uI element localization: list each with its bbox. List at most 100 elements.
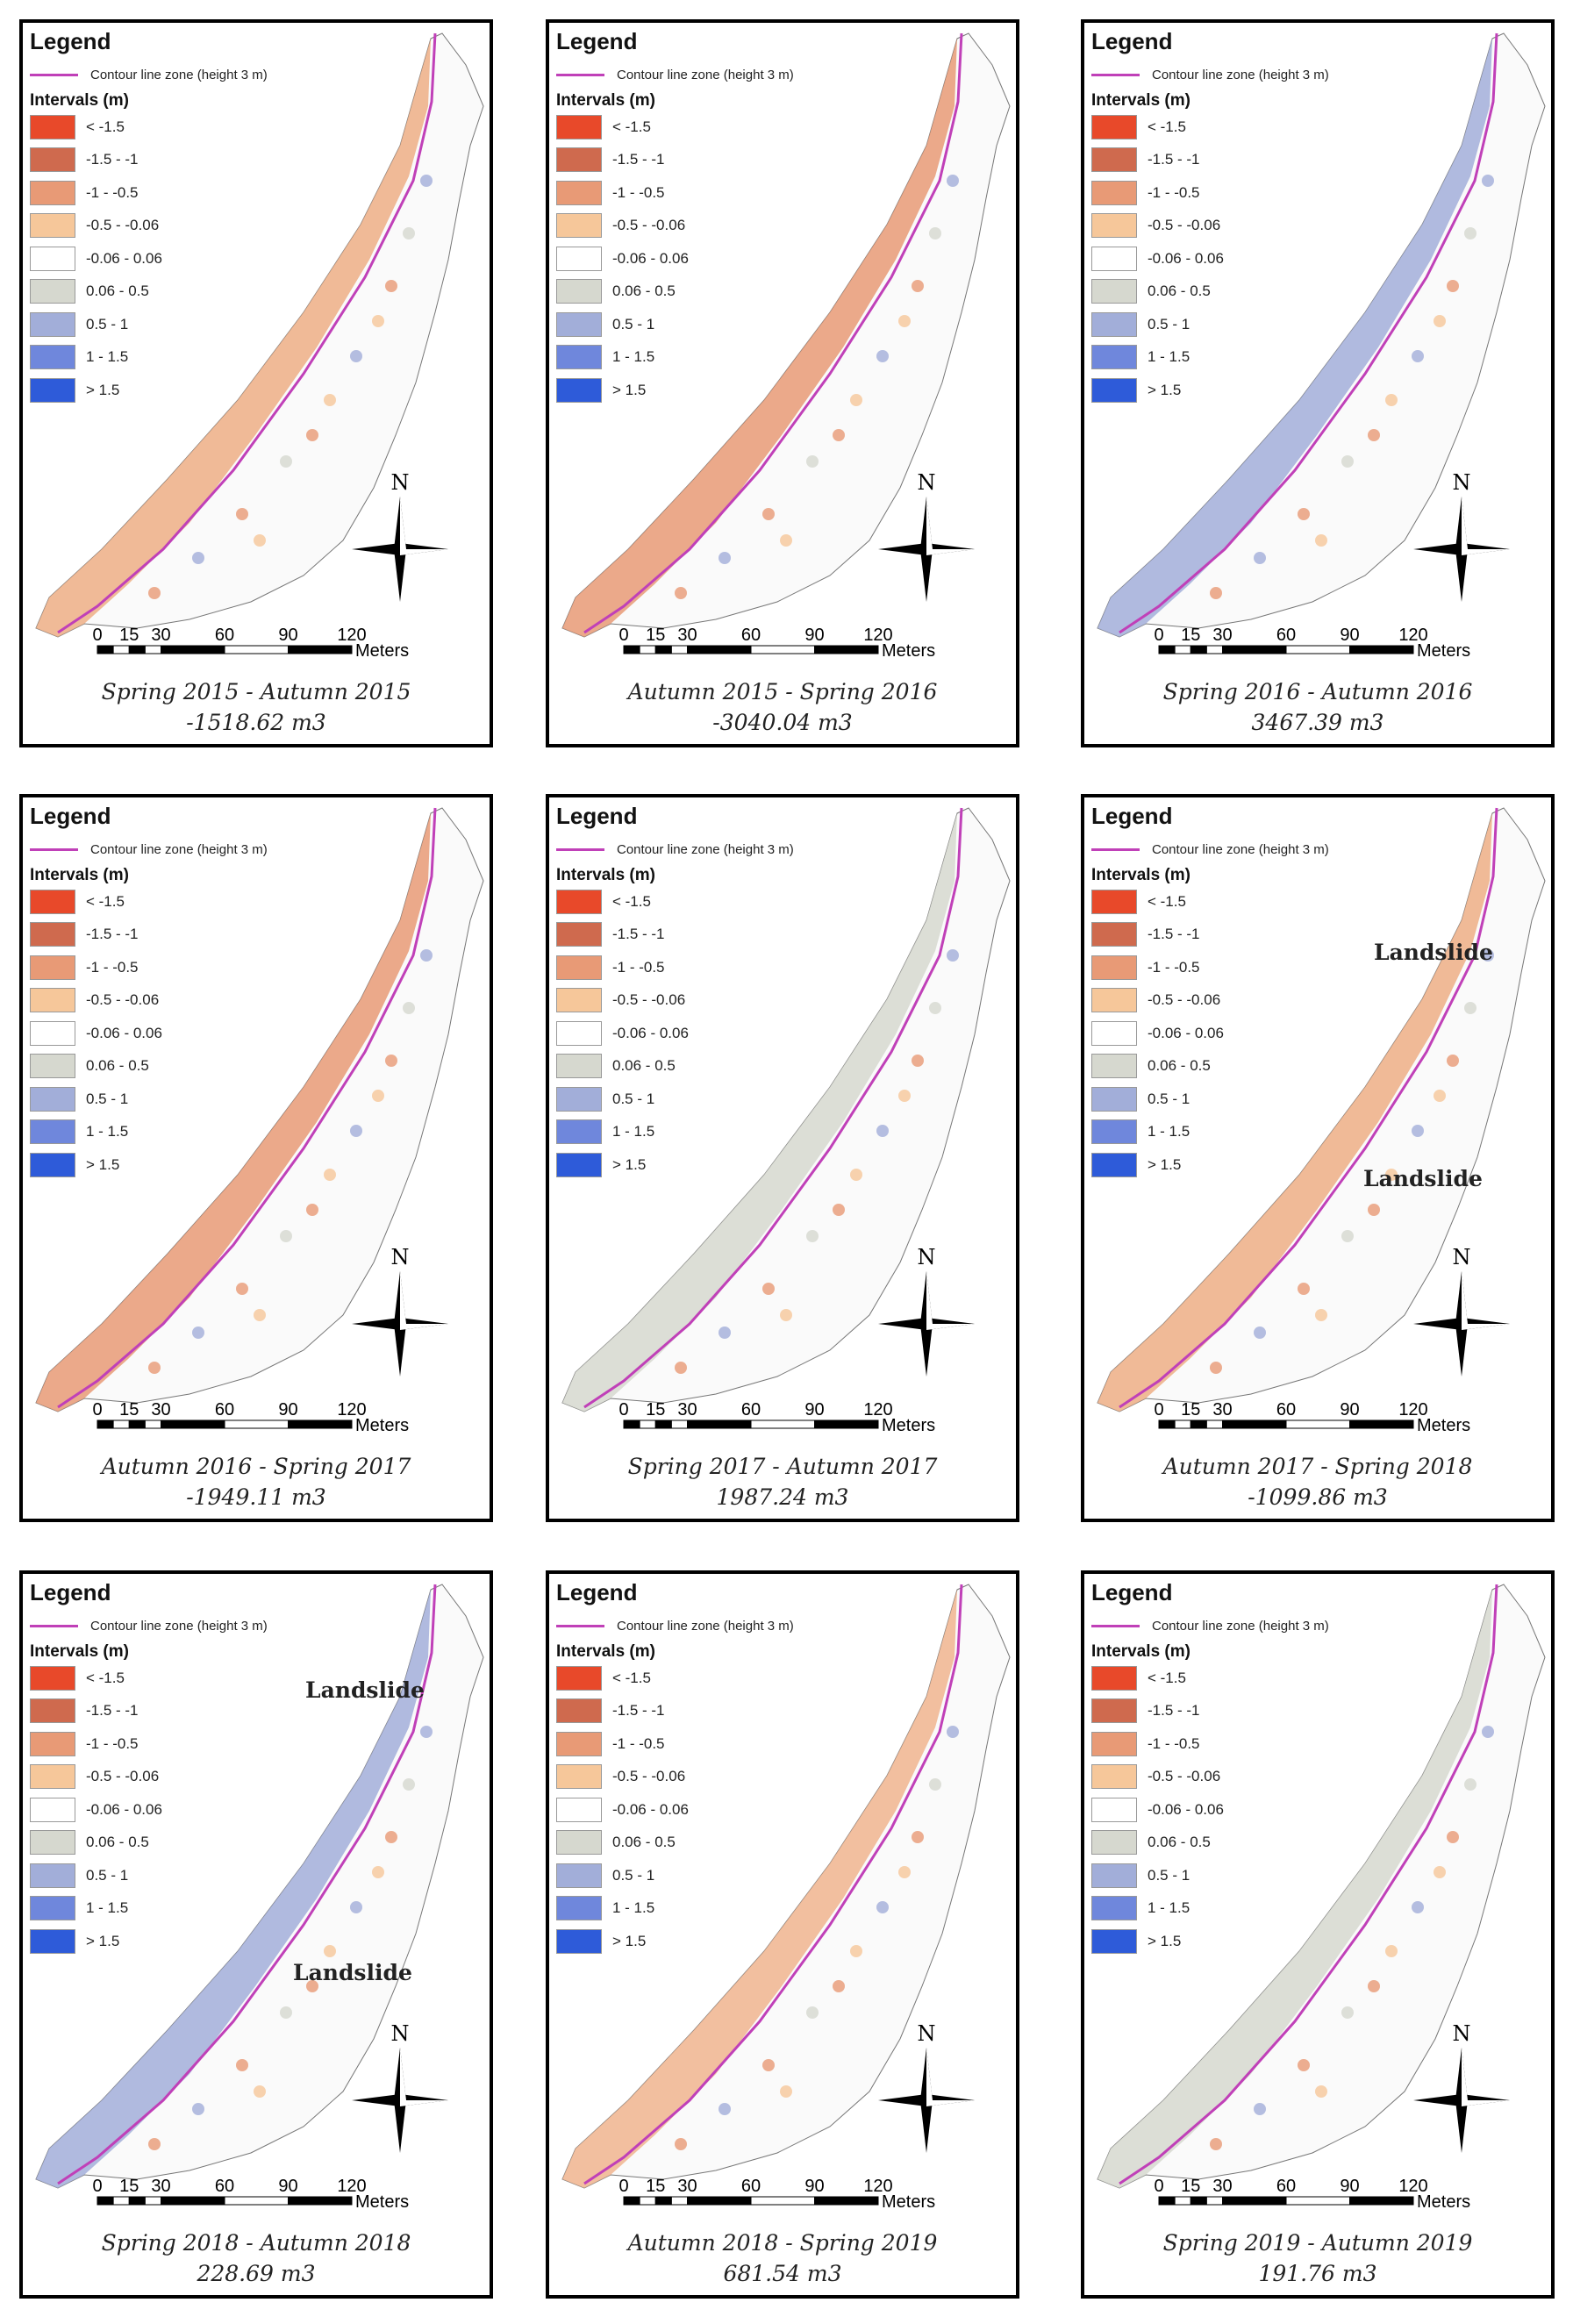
scale-tick-label: 30 bbox=[1212, 626, 1232, 645]
scale-tick-label: 0 bbox=[92, 1400, 102, 1419]
legend-swatch bbox=[30, 1698, 75, 1724]
contour-legend-label: Contour line zone (height 3 m) bbox=[90, 842, 268, 857]
contour-legend-row: Contour line zone (height 3 m) bbox=[30, 1619, 372, 1634]
beach-change-zone bbox=[1098, 39, 1492, 637]
legend-item: -0.5 - -0.06 bbox=[1091, 984, 1434, 1018]
change-patch bbox=[306, 1204, 318, 1216]
legend-swatch bbox=[30, 1020, 75, 1046]
change-patch bbox=[1298, 2059, 1310, 2071]
legend-swatch bbox=[1091, 180, 1137, 205]
contour-legend-row: Contour line zone (height 3 m) bbox=[556, 1619, 898, 1634]
legend-item-label: -1.5 - -1 bbox=[86, 1702, 139, 1720]
change-patch bbox=[912, 1055, 924, 1067]
change-patch bbox=[1482, 949, 1494, 962]
scale-tick-label: 60 bbox=[1276, 1400, 1296, 1419]
legend-swatch bbox=[30, 377, 75, 403]
volume-caption: 681.54 m3 bbox=[723, 2261, 842, 2286]
north-arrow-icon bbox=[352, 2048, 448, 2153]
legend-item-label: > 1.5 bbox=[86, 1932, 120, 1949]
legend-swatch bbox=[30, 1797, 75, 1822]
change-patch bbox=[1434, 1866, 1446, 1878]
legend-swatch bbox=[1091, 213, 1137, 239]
legend-swatch bbox=[556, 311, 602, 337]
legend-swatch bbox=[556, 1830, 602, 1856]
legend-item-label: > 1.5 bbox=[612, 1155, 647, 1173]
legend-swatch bbox=[30, 1928, 75, 1954]
change-patch bbox=[350, 1125, 362, 1137]
legend-item: < -1.5 bbox=[1091, 885, 1434, 919]
legend: Legend Contour line zone (height 3 m) Inte… bbox=[1091, 1579, 1434, 1958]
scale-tick-label: 120 bbox=[1398, 2177, 1427, 2196]
legend-swatch bbox=[556, 1152, 602, 1177]
legend-swatch bbox=[1091, 147, 1137, 173]
legend-item-label: -0.5 - -0.06 bbox=[86, 991, 160, 1009]
scale-tick-label: 15 bbox=[646, 626, 665, 645]
contour-legend-row: Contour line zone (height 3 m) bbox=[30, 842, 372, 857]
period-caption: Autumn 2017 - Spring 2018 bbox=[1162, 1454, 1473, 1479]
scale-tick-label: 120 bbox=[337, 626, 366, 645]
legend-item-label: 0.06 - 0.5 bbox=[86, 1057, 149, 1075]
legend-item: -1 - -0.5 bbox=[1091, 1727, 1434, 1761]
contour-line bbox=[57, 32, 437, 634]
change-patch bbox=[1210, 2138, 1222, 2150]
legend-item-label: -1 - -0.5 bbox=[1148, 1734, 1200, 1752]
scale-tick-label: 120 bbox=[1398, 626, 1427, 645]
legend-swatch bbox=[556, 1863, 602, 1888]
legend-item: -1 - -0.5 bbox=[30, 951, 372, 984]
period-caption: Spring 2019 - Autumn 2019 bbox=[1162, 2230, 1473, 2256]
legend-item-label: < -1.5 bbox=[1148, 892, 1186, 910]
legend-item: 0.5 - 1 bbox=[30, 1083, 372, 1116]
legend-item-label: -1 - -0.5 bbox=[612, 958, 665, 976]
legend-item: -0.06 - 0.06 bbox=[1091, 242, 1434, 275]
legend-title: Legend bbox=[30, 803, 111, 829]
legend-item: -0.5 - -0.06 bbox=[30, 984, 372, 1018]
legend-item: -1 - -0.5 bbox=[556, 176, 898, 210]
scale-tick-label: 60 bbox=[741, 1400, 761, 1419]
change-patch bbox=[254, 2085, 266, 2098]
scale-tick-label: 15 bbox=[119, 626, 139, 645]
legend-item-label: -1 - -0.5 bbox=[86, 958, 139, 976]
legend-swatch bbox=[556, 1731, 602, 1756]
contour-line bbox=[1119, 32, 1498, 634]
change-patch bbox=[1447, 1831, 1459, 1843]
change-patch bbox=[403, 1778, 415, 1791]
map-panel: N 0 15 30 60 90 120 Meters Legend Contour line zo… bbox=[19, 19, 493, 747]
legend-item: -1.5 - -1 bbox=[30, 919, 372, 952]
intervals-title: Intervals (m) bbox=[556, 91, 655, 110]
change-patch bbox=[192, 2103, 204, 2115]
legend-item-label: 1 - 1.5 bbox=[86, 348, 129, 366]
legend-item: 0.5 - 1 bbox=[1091, 1083, 1434, 1116]
legend-swatch bbox=[30, 1830, 75, 1856]
legend-item: < -1.5 bbox=[556, 885, 898, 919]
legend-swatch bbox=[30, 180, 75, 205]
legend: Legend Contour line zone (height 3 m) Inte… bbox=[30, 28, 372, 407]
intervals-title: Intervals (m) bbox=[1091, 866, 1190, 884]
legend-item-label: 0.5 - 1 bbox=[1148, 1866, 1190, 1884]
change-patch bbox=[929, 1002, 941, 1014]
period-caption: Spring 2018 - Autumn 2018 bbox=[101, 2230, 411, 2256]
scale-tick-label: 60 bbox=[1276, 2177, 1296, 2196]
legend-swatch bbox=[1091, 114, 1137, 139]
landslide-annotation: Landslide bbox=[305, 1677, 425, 1703]
intervals-title: Intervals (m) bbox=[30, 866, 129, 884]
legend-item: 0.06 - 0.5 bbox=[556, 1050, 898, 1083]
legend-item: 1 - 1.5 bbox=[1091, 1892, 1434, 1926]
legend-item-label: -0.06 - 0.06 bbox=[612, 249, 689, 267]
legend-item: < -1.5 bbox=[1091, 1662, 1434, 1695]
change-patch bbox=[898, 1090, 911, 1102]
legend-swatch bbox=[30, 955, 75, 980]
beach-change-zone bbox=[36, 1590, 431, 2188]
intervals-title: Intervals (m) bbox=[30, 91, 129, 110]
change-patch bbox=[1368, 1204, 1380, 1216]
change-patch bbox=[675, 2138, 687, 2150]
scale-tick-label: 0 bbox=[618, 2177, 628, 2196]
legend-swatch bbox=[1091, 1054, 1137, 1079]
contour-line-swatch bbox=[556, 74, 604, 76]
legend-item: 1 - 1.5 bbox=[556, 1116, 898, 1149]
scale-tick-label: 120 bbox=[863, 1400, 892, 1419]
